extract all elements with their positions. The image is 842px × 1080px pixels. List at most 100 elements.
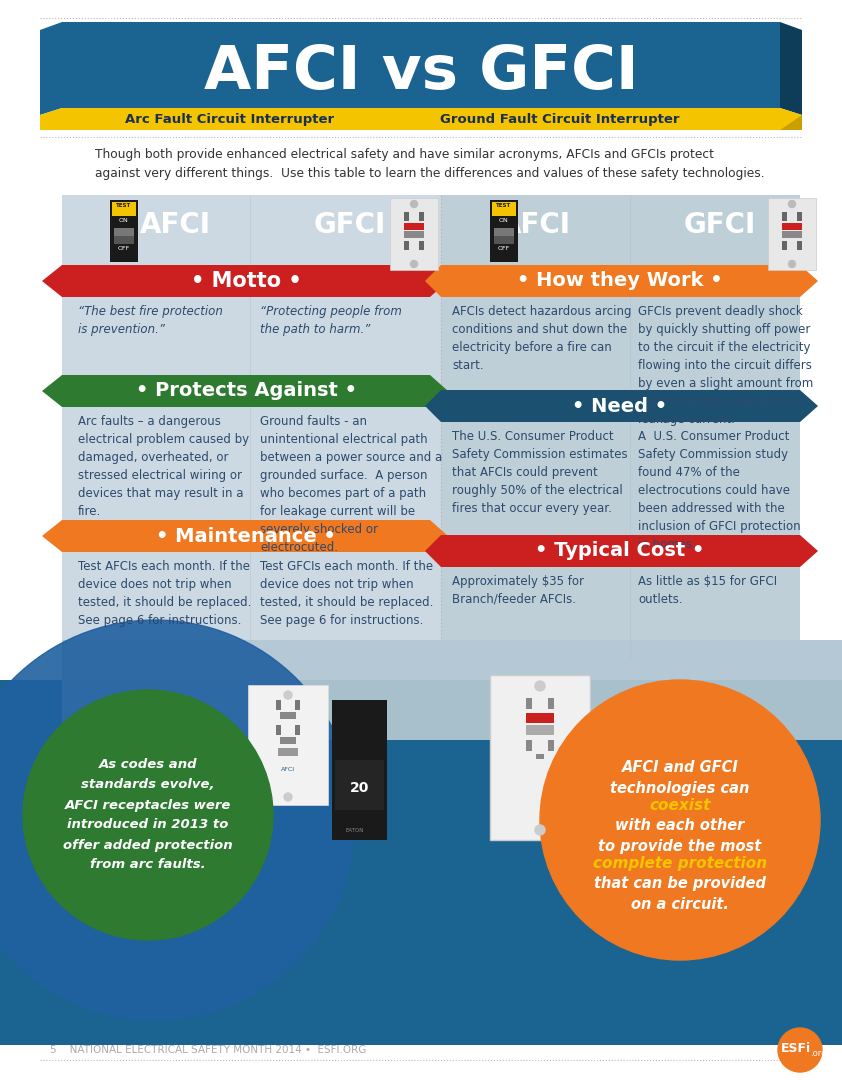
Bar xyxy=(536,754,544,759)
Bar xyxy=(419,212,424,221)
Bar xyxy=(404,231,424,238)
Circle shape xyxy=(284,691,292,699)
Text: AFCIs detect hazardous arcing
conditions and shut down the
electricity before a : AFCIs detect hazardous arcing conditions… xyxy=(452,305,632,372)
Bar xyxy=(280,712,296,719)
Bar xyxy=(492,202,516,216)
Bar xyxy=(0,680,842,1045)
Polygon shape xyxy=(800,535,818,567)
Bar xyxy=(782,231,802,238)
Bar xyxy=(494,228,514,244)
Polygon shape xyxy=(430,519,448,552)
Bar xyxy=(332,700,387,840)
Bar xyxy=(404,212,409,221)
Bar xyxy=(494,228,514,237)
Circle shape xyxy=(535,681,545,691)
Text: Arc Fault Circuit Interrupter: Arc Fault Circuit Interrupter xyxy=(125,112,334,125)
Bar xyxy=(526,713,554,723)
Polygon shape xyxy=(42,265,62,297)
Bar xyxy=(490,675,590,840)
Bar xyxy=(404,241,409,249)
Text: GFCI: GFCI xyxy=(314,211,386,239)
Bar xyxy=(62,660,441,690)
Text: OFF: OFF xyxy=(118,246,130,251)
Bar xyxy=(278,748,298,756)
Polygon shape xyxy=(40,108,802,130)
Polygon shape xyxy=(62,519,430,552)
Polygon shape xyxy=(425,535,441,567)
Bar xyxy=(782,241,787,249)
Bar xyxy=(441,615,800,645)
Circle shape xyxy=(411,201,418,207)
Bar xyxy=(62,680,842,740)
Polygon shape xyxy=(42,375,62,407)
Text: OFF: OFF xyxy=(498,246,510,251)
Text: .org: .org xyxy=(810,1049,827,1057)
Text: • Need •: • Need • xyxy=(573,396,668,416)
Bar xyxy=(112,202,136,216)
Text: Though both provide enhanced electrical safety and have similar acronyms, AFCIs : Though both provide enhanced electrical … xyxy=(95,148,765,180)
Text: TEST: TEST xyxy=(496,203,512,208)
Bar xyxy=(526,698,532,708)
Polygon shape xyxy=(800,390,818,422)
Text: that can be provided
on a circuit.: that can be provided on a circuit. xyxy=(594,876,766,912)
Text: • Motto •: • Motto • xyxy=(190,271,301,291)
Bar xyxy=(62,195,441,660)
Text: • How they Work •: • How they Work • xyxy=(517,271,722,291)
Circle shape xyxy=(535,825,545,835)
Text: AFCI: AFCI xyxy=(140,211,210,239)
Text: ON: ON xyxy=(119,218,129,222)
Text: • Typical Cost •: • Typical Cost • xyxy=(536,541,705,561)
Text: 20: 20 xyxy=(350,781,370,795)
Text: GFCIs prevent deadly shock
by quickly shutting off power
to the circuit if the e: GFCIs prevent deadly shock by quickly sh… xyxy=(638,305,813,426)
Bar xyxy=(797,212,802,221)
Text: AFCI: AFCI xyxy=(281,767,295,772)
Text: AFCI and GFCI
technologies can: AFCI and GFCI technologies can xyxy=(610,760,749,796)
Text: Ground Fault Circuit Interrupter: Ground Fault Circuit Interrupter xyxy=(440,112,679,125)
Bar xyxy=(62,22,780,108)
Polygon shape xyxy=(441,265,800,297)
Text: Test GFCIs each month. If the
device does not trip when
tested, it should be rep: Test GFCIs each month. If the device doe… xyxy=(260,561,434,627)
Text: Test AFCIs each month. If the
device does not trip when
tested, it should be rep: Test AFCIs each month. If the device doe… xyxy=(78,561,252,627)
Polygon shape xyxy=(425,390,441,422)
Text: As little as $15 for GFCI
outlets.: As little as $15 for GFCI outlets. xyxy=(638,575,777,606)
Polygon shape xyxy=(40,22,62,114)
Polygon shape xyxy=(441,535,800,567)
Text: GFCI: GFCI xyxy=(684,211,756,239)
Text: A  U.S. Consumer Product
Safety Commission study
found 47% of the
electrocutions: A U.S. Consumer Product Safety Commissio… xyxy=(638,430,801,551)
Bar xyxy=(797,241,802,249)
Bar xyxy=(768,198,816,270)
Bar xyxy=(526,725,554,735)
Bar xyxy=(110,200,138,262)
Text: Ground faults - an
unintentional electrical path
between a power source and a
gr: Ground faults - an unintentional electri… xyxy=(260,415,442,554)
Polygon shape xyxy=(430,375,448,407)
Text: EATON: EATON xyxy=(346,828,365,833)
Bar xyxy=(548,740,554,751)
Bar xyxy=(490,200,518,262)
Bar xyxy=(526,740,532,751)
Circle shape xyxy=(788,201,796,207)
Text: • Protects Against •: • Protects Against • xyxy=(136,381,356,401)
Text: Approximately $35 for
Branch/feeder AFCIs.: Approximately $35 for Branch/feeder AFCI… xyxy=(452,575,584,606)
Bar xyxy=(276,700,281,710)
Bar xyxy=(114,228,134,244)
Bar xyxy=(295,725,300,735)
Bar xyxy=(62,640,842,720)
Bar xyxy=(390,198,438,270)
Text: Arc faults – a dangerous
electrical problem caused by
damaged, overheated, or
st: Arc faults – a dangerous electrical prob… xyxy=(78,415,249,518)
Text: AFCI: AFCI xyxy=(499,211,571,239)
Text: ESFi: ESFi xyxy=(781,1041,811,1054)
Bar xyxy=(782,212,787,221)
Circle shape xyxy=(411,260,418,268)
Text: 5    NATIONAL ELECTRICAL SAFETY MONTH 2014 •  ESFI.ORG: 5 NATIONAL ELECTRICAL SAFETY MONTH 2014 … xyxy=(50,1045,366,1055)
Polygon shape xyxy=(62,265,430,297)
Bar xyxy=(114,228,134,237)
Circle shape xyxy=(23,690,273,940)
Polygon shape xyxy=(780,114,802,130)
Polygon shape xyxy=(800,265,818,297)
Polygon shape xyxy=(430,265,448,297)
Polygon shape xyxy=(441,390,800,422)
Bar xyxy=(335,760,384,810)
Text: “The best fire protection
is prevention.”: “The best fire protection is prevention.… xyxy=(78,305,223,336)
Bar xyxy=(276,725,281,735)
Circle shape xyxy=(0,620,355,1020)
